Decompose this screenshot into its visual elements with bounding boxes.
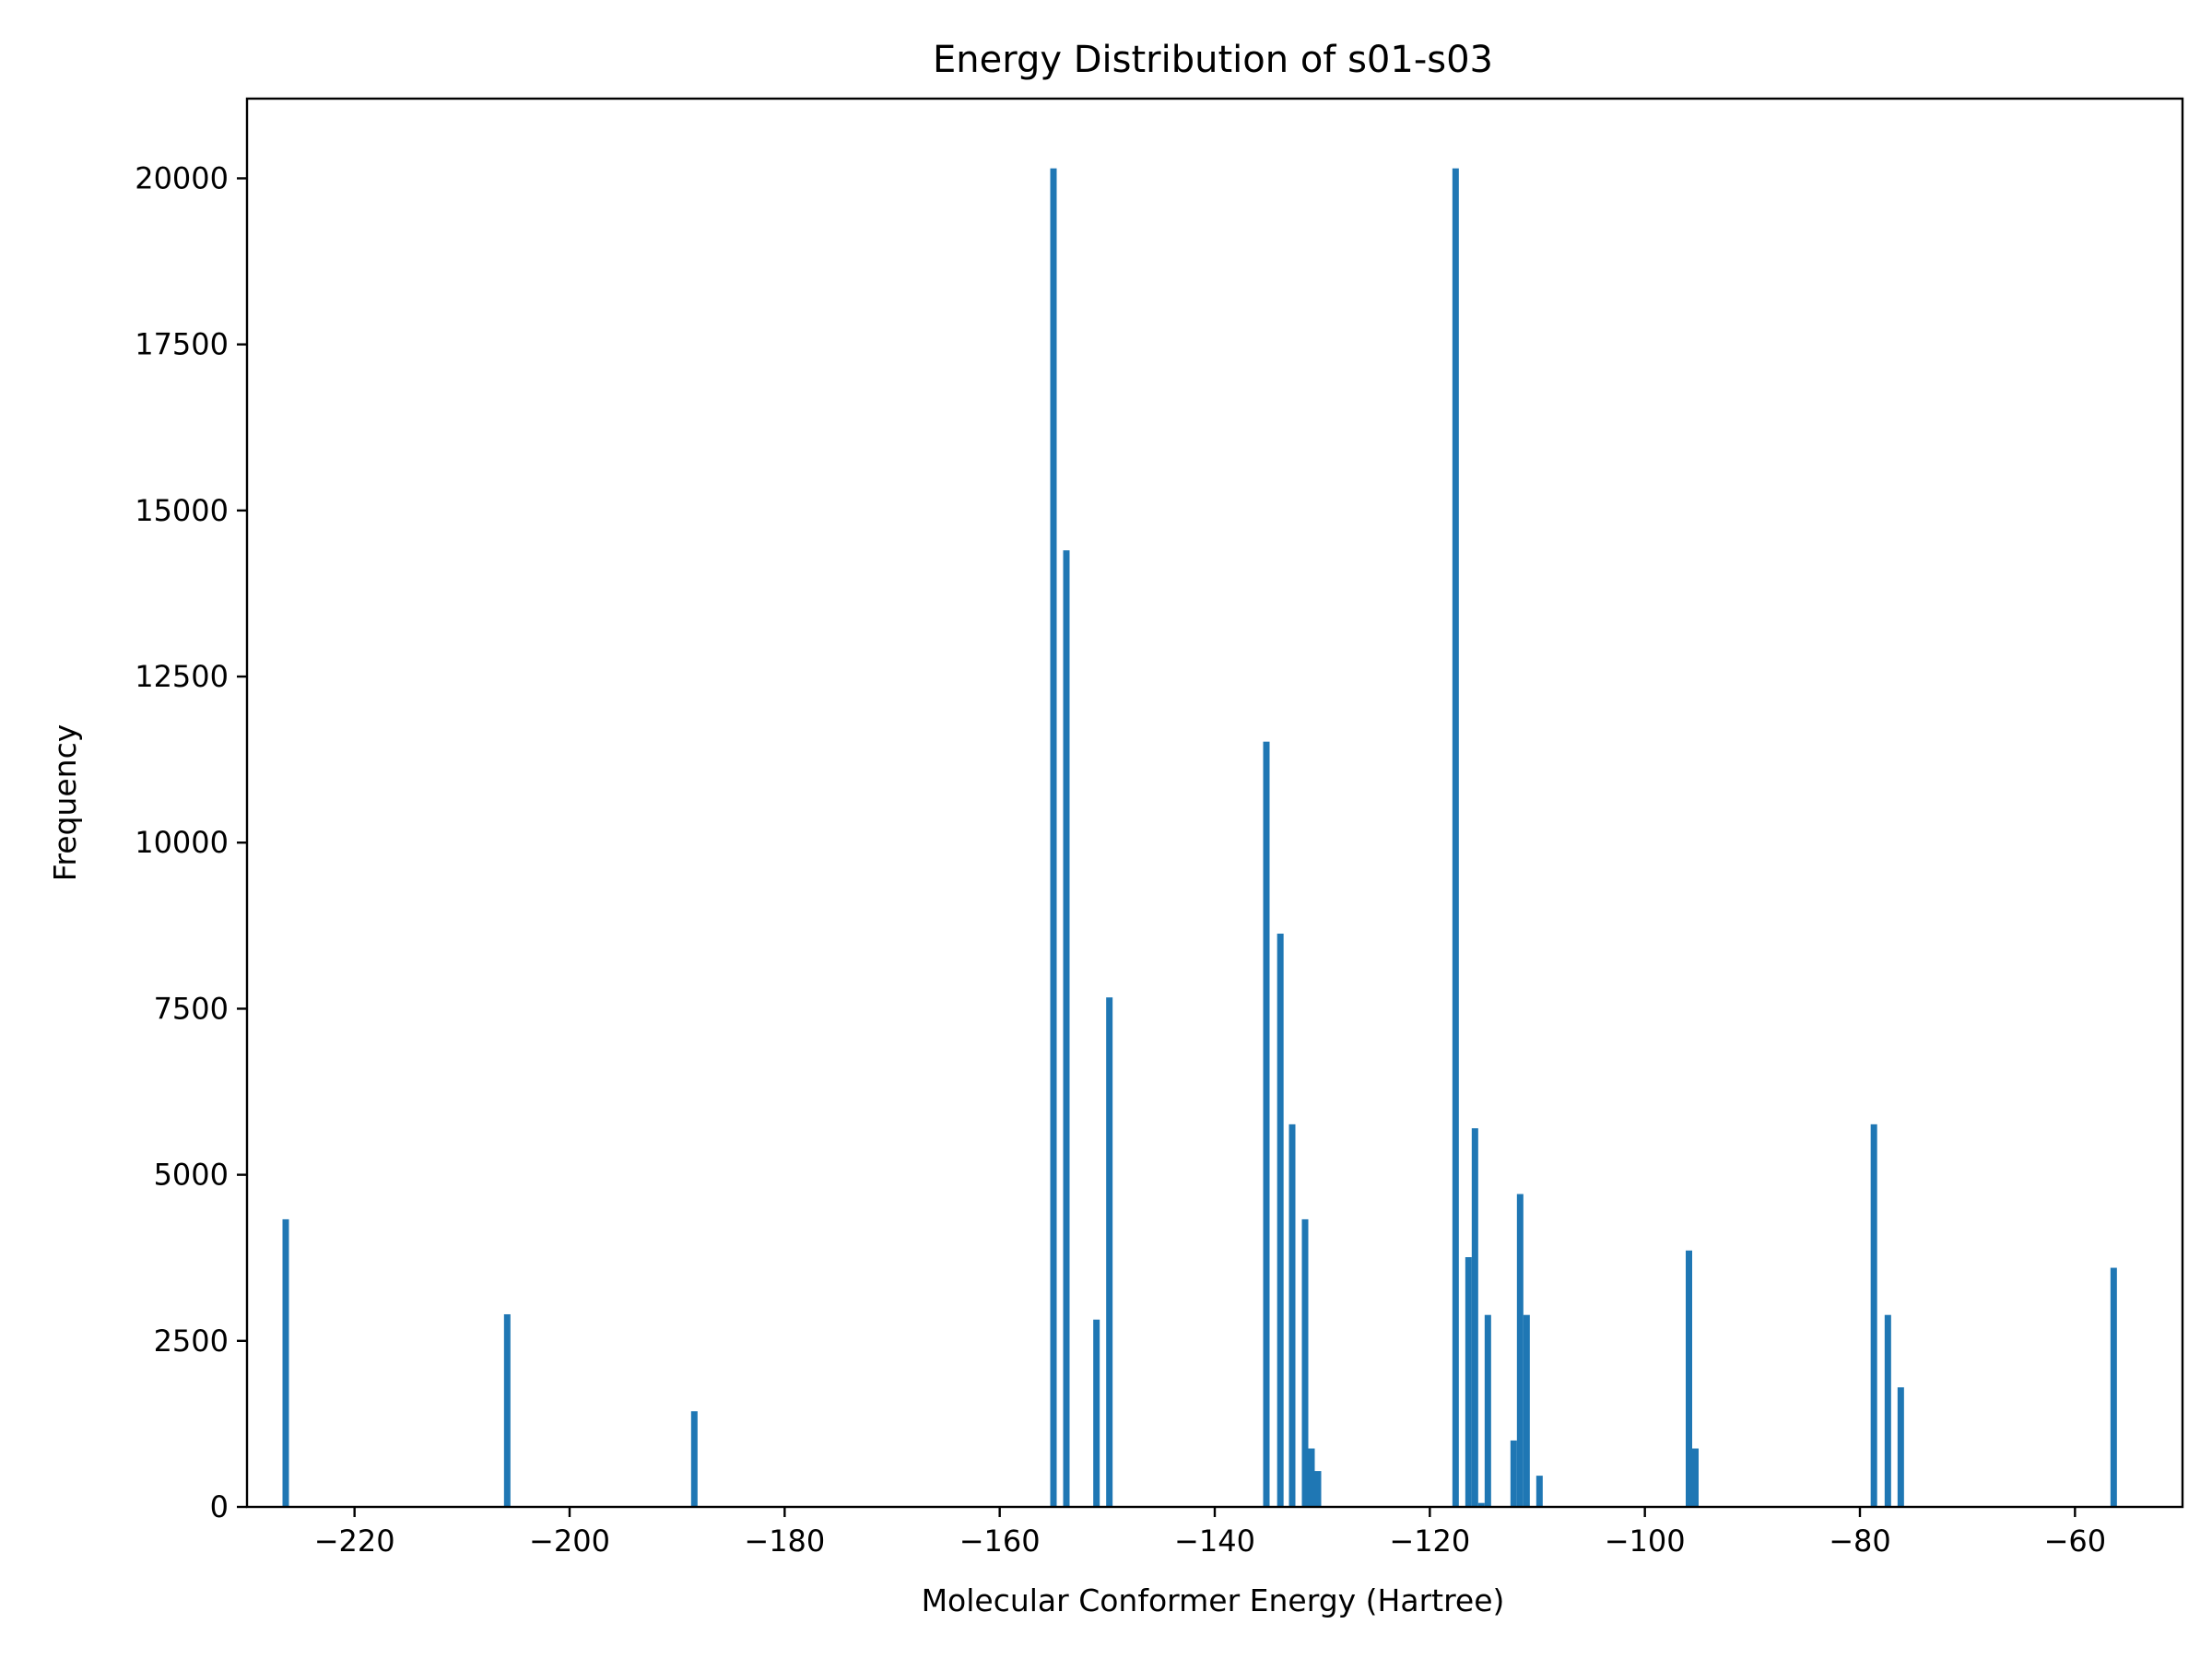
histogram-bar-22 — [1686, 1250, 1692, 1507]
histogram-bar-15 — [1471, 1128, 1478, 1507]
histogram-bar-24 — [1870, 1124, 1877, 1507]
histogram-bar-19 — [1516, 1194, 1524, 1507]
histogram-bar-3 — [1050, 168, 1057, 1508]
x-axis-ticks: −220 −200 −180 −160 −140 −120 −100 −80 −60 — [314, 1507, 2106, 1559]
x-tick-label: −60 — [2044, 1524, 2107, 1559]
bars-layer — [282, 168, 2117, 1508]
y-axis-ticks: 0 2500 5000 7500 10000 12500 15000 17500 20000 — [135, 160, 247, 1524]
y-axis-label: Frequency — [47, 724, 83, 881]
histogram-bar-7 — [1263, 741, 1270, 1507]
histogram-bar-11 — [1308, 1448, 1315, 1507]
histogram-bar-6 — [1106, 997, 1113, 1507]
y-tick-label: 2500 — [154, 1324, 229, 1359]
histogram-bar-27 — [2110, 1267, 2117, 1507]
y-tick-label: 17500 — [135, 327, 229, 362]
histogram-bar-20 — [1523, 1314, 1530, 1507]
x-tick-label: −120 — [1389, 1524, 1470, 1559]
y-tick-label: 20000 — [135, 160, 229, 195]
histogram-bar-18 — [1510, 1440, 1517, 1507]
histogram-bar-2 — [690, 1411, 698, 1507]
y-tick-label: 5000 — [154, 1158, 229, 1193]
histogram-bar-17 — [1484, 1314, 1491, 1507]
histogram-bar-0 — [282, 1218, 289, 1507]
x-tick-label: −180 — [744, 1524, 825, 1559]
histogram-bar-23 — [1692, 1448, 1699, 1507]
x-axis-label: Molecular Conformer Energy (Hartree) — [922, 1583, 1505, 1618]
histogram-bar-8 — [1277, 933, 1284, 1507]
histogram-bar-9 — [1288, 1124, 1296, 1507]
y-tick-label: 0 — [210, 1489, 229, 1524]
histogram-bar-26 — [1897, 1387, 1904, 1507]
histogram-bar-16 — [1477, 1502, 1485, 1507]
histogram-bar-13 — [1452, 168, 1459, 1508]
y-tick-label: 7500 — [154, 991, 229, 1026]
x-tick-label: −100 — [1605, 1524, 1686, 1559]
x-tick-label: −80 — [1829, 1524, 1891, 1559]
y-tick-label: 10000 — [135, 825, 229, 860]
y-tick-label: 15000 — [135, 493, 229, 528]
plot-frame — [245, 97, 2184, 1509]
x-tick-label: −160 — [959, 1524, 1041, 1559]
x-tick-label: −200 — [529, 1524, 610, 1559]
y-tick-label: 12500 — [135, 659, 229, 694]
histogram-bar-4 — [1063, 550, 1070, 1507]
chart-title: Energy Distribution of s01-s03 — [933, 39, 1493, 81]
histogram-bar-21 — [1535, 1476, 1543, 1507]
histogram-bar-12 — [1314, 1471, 1322, 1507]
histogram-bar-5 — [1093, 1319, 1100, 1507]
histogram-bar-25 — [1884, 1314, 1891, 1507]
histogram-bar-1 — [503, 1313, 511, 1507]
x-tick-label: −220 — [314, 1524, 395, 1559]
histogram-bar-10 — [1301, 1218, 1309, 1507]
histogram-bar-14 — [1465, 1257, 1472, 1507]
x-tick-label: −140 — [1174, 1524, 1255, 1559]
